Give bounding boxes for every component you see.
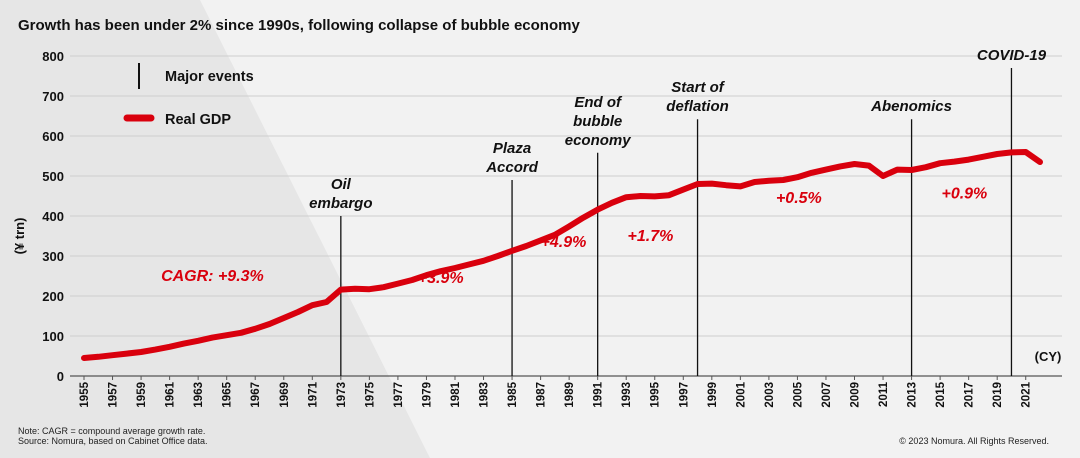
annotations: CAGR: +9.3% +3.9% +4.9% +1.7% +0.5% +0.9% (161, 185, 987, 286)
x-tick-label: 1989 (564, 382, 576, 408)
x-tick-label: 2017 (964, 382, 976, 408)
x-tick-label: 1991 (593, 381, 605, 407)
copyright: © 2023 Nomura. All Rights Reserved. (899, 436, 1049, 446)
x-tick-label: 1971 (307, 381, 319, 407)
event-label: Plaza (493, 140, 531, 157)
background-triangle (0, 0, 430, 458)
x-tick-label: 2019 (992, 382, 1004, 408)
x-axis: 1955 1957 1959 1961 1963 1965 1967 1969 1971 1973… (79, 376, 1033, 408)
event-label: End of (574, 94, 623, 111)
event-label: embargo (309, 195, 372, 212)
y-tick-label: 700 (42, 89, 64, 104)
event-label: economy (565, 132, 632, 149)
x-tick-label: 1979 (421, 382, 433, 408)
cagr-label: +4.9% (541, 234, 587, 251)
cagr-label: +0.9% (941, 185, 987, 202)
chart-title: Growth has been under 2% since 1990s, fo… (18, 17, 580, 34)
x-tick-label: 1981 (450, 381, 462, 407)
x-tick-label: 1987 (536, 382, 548, 408)
x-tick-label: 1973 (336, 382, 348, 408)
y-tick-label: 0 (57, 369, 64, 384)
y-tick-label: 400 (42, 209, 64, 224)
x-tick-label: 2009 (850, 382, 862, 408)
x-tick-label: 2015 (935, 381, 947, 407)
event-label: Start of (671, 79, 726, 96)
event-label: Abenomics (870, 98, 952, 115)
cagr-label: CAGR: +9.3% (161, 268, 264, 285)
y-tick-label: 600 (42, 129, 64, 144)
x-tick-label: 1961 (165, 381, 177, 407)
event-label: COVID-19 (977, 47, 1047, 64)
y-tick-label: 200 (42, 289, 64, 304)
x-tick-label: 2005 (792, 381, 804, 407)
cagr-label: +3.9% (418, 270, 464, 287)
y-tick-label: 500 (42, 169, 64, 184)
x-tick-label: 1967 (250, 382, 262, 408)
x-tick-label: 1999 (707, 382, 719, 408)
legend-major-events-label: Major events (165, 69, 254, 85)
x-tick-label: 1955 (79, 381, 91, 407)
x-tick-label: 1985 (507, 381, 519, 407)
source-line: Source: Nomura, based on Cabinet Office … (18, 436, 207, 446)
x-tick-label: 1975 (364, 381, 376, 407)
x-tick-label: 2011 (878, 381, 890, 407)
x-tick-label: 1995 (650, 381, 662, 407)
x-tick-label: 1969 (279, 382, 291, 408)
x-tick-label: 1997 (678, 382, 690, 408)
y-axis: 0 100 200 300 400 500 600 700 800 (42, 49, 64, 384)
legend: Major events Real GDP (123, 63, 254, 128)
note-line: Note: CAGR = compound average growth rat… (18, 426, 205, 436)
grid (70, 55, 1062, 377)
event-label: deflation (666, 98, 729, 115)
x-tick-label: 1959 (136, 382, 148, 408)
x-tick-label: 1963 (193, 382, 205, 408)
x-axis-label: (CY) (1035, 349, 1062, 364)
event-label: bubble (573, 113, 622, 130)
event-label: Oil (331, 176, 352, 193)
event-label: Accord (485, 159, 539, 176)
x-tick-label: 1965 (222, 381, 234, 407)
x-tick-label: 1983 (479, 382, 491, 408)
y-tick-label: 300 (42, 249, 64, 264)
x-tick-label: 2007 (821, 382, 833, 408)
y-tick-label: 100 (42, 329, 64, 344)
series-line-real-gdp (81, 149, 1043, 361)
cagr-label: +1.7% (628, 228, 674, 245)
x-tick-label: 2003 (764, 382, 776, 408)
x-tick-label: 2021 (1021, 381, 1033, 407)
x-tick-label: 1957 (108, 382, 120, 408)
y-axis-label: (¥ trn) (12, 218, 27, 255)
events: Oil embargo Plaza Accord End of bubble economy… (309, 47, 1047, 376)
cagr-label: +0.5% (776, 190, 822, 207)
x-tick-label: 1977 (393, 382, 405, 408)
x-tick-label: 2001 (735, 381, 747, 407)
y-tick-label: 800 (42, 49, 64, 64)
legend-real-gdp-label: Real GDP (165, 112, 231, 128)
x-tick-label: 2013 (907, 382, 919, 408)
x-tick-label: 1993 (621, 382, 633, 408)
